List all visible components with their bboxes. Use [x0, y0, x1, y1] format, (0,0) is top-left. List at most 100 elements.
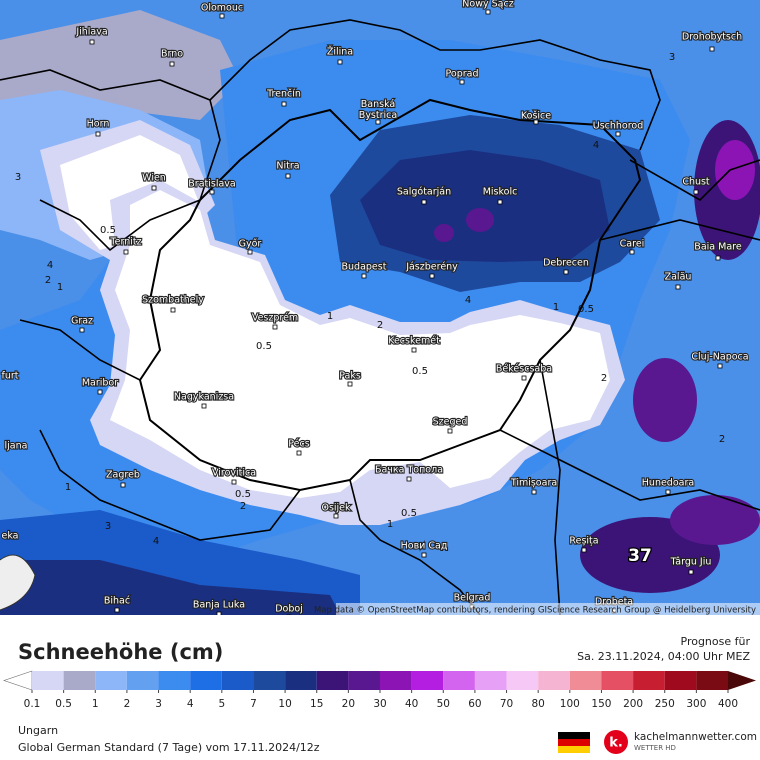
colorbar-bin [221, 671, 254, 690]
colorbar-bin [316, 671, 349, 690]
contour-label: 0.5 [100, 225, 116, 236]
city-marker [531, 489, 537, 495]
region: Ungarn [18, 724, 58, 737]
contour-label: 0.5 [412, 366, 428, 377]
city-marker [209, 189, 215, 195]
city-marker [406, 476, 412, 482]
colorbar-tick-label: 30 [373, 698, 386, 710]
max-label: 37 [628, 546, 652, 566]
city-marker [447, 428, 453, 434]
map: Olomouc Nowy Sącz Jihlava Brno Drohobytsch Ži… [0, 0, 760, 615]
city-marker [497, 199, 503, 205]
city-label: Miskolc [483, 187, 518, 198]
colorbar-bin [474, 671, 507, 690]
snow-area [670, 495, 760, 545]
city-marker [231, 479, 237, 485]
contour-label: 0.5 [235, 489, 251, 500]
city-label: Szombathely [142, 295, 204, 306]
snow-area [360, 150, 610, 262]
city-label: Maribor [82, 378, 118, 389]
city-marker [709, 46, 715, 52]
city-label: Brno [161, 49, 183, 60]
colorbar-bin [95, 671, 127, 690]
city-label: Belgrad [454, 593, 491, 604]
colorbar-bin [601, 671, 634, 690]
colorbar-bin [538, 671, 570, 690]
contour-label: 4 [593, 140, 599, 151]
city-marker [120, 482, 126, 488]
city-marker [485, 9, 491, 15]
city-marker [123, 249, 129, 255]
city-label: Žilina [327, 46, 353, 58]
contour-label: 1 [553, 302, 559, 313]
city-marker [563, 269, 569, 275]
city-marker [533, 119, 539, 125]
city-label: Budapest [342, 262, 387, 273]
contour-label: 1 [387, 519, 393, 530]
city-label: Kecskemét [388, 336, 440, 347]
colorbar-tick-label: 4 [187, 698, 194, 710]
colorbar-bin [32, 671, 64, 690]
city-marker [421, 552, 427, 558]
colorbar-bin [633, 671, 665, 690]
contour-label: 4 [153, 536, 159, 547]
contour-label: 1 [65, 482, 71, 493]
contour-label: 2 [377, 320, 383, 331]
city-marker [170, 307, 176, 313]
contour-label: 2 [601, 373, 607, 384]
city-label: Nitra [276, 161, 299, 172]
city-marker [715, 255, 721, 261]
city-label: Timișoara [510, 478, 557, 489]
city-marker [521, 375, 527, 381]
city-label: Jászberény [405, 262, 458, 273]
city-label: furt [2, 371, 19, 382]
city-marker [581, 547, 587, 553]
city-layer: Olomouc Nowy Sącz Jihlava Brno Drohobytsch Ži… [0, 0, 750, 615]
city-marker [421, 199, 427, 205]
city-label: Nowy Sącz [462, 0, 513, 10]
city-marker [95, 131, 101, 137]
colorbar-tick-label: 0.1 [24, 698, 41, 710]
city-marker [361, 273, 367, 279]
city-label: Uschhorod [593, 121, 644, 132]
city-marker [285, 173, 291, 179]
city-marker [429, 273, 435, 279]
snow-area [110, 190, 610, 498]
city-label: Graz [71, 316, 93, 327]
city-marker [615, 131, 621, 137]
colorbar-tick-label: 250 [655, 698, 675, 710]
colorbar-tick-label: 7 [250, 698, 257, 710]
colorbar-tick-label: 70 [500, 698, 513, 710]
colorbar-tick-label: 1 [92, 698, 99, 710]
forecast-label: Prognose für [681, 635, 751, 648]
colorbar-tick-label: 10 [278, 698, 291, 710]
colorbar-bin [696, 671, 728, 690]
contour-label: 3 [15, 172, 21, 183]
forecast-time: Sa. 23.11.2024, 04:00 Uhr MEZ [577, 650, 750, 663]
city-marker [286, 614, 292, 615]
city-marker [247, 249, 253, 255]
colorbar-bin [253, 671, 286, 690]
border [0, 19, 760, 615]
colorbar-over [728, 671, 756, 690]
city-label: Wien [142, 173, 166, 184]
city-marker [216, 611, 222, 615]
city-label: Нови Сад [401, 541, 448, 552]
city-marker [79, 327, 85, 333]
colorbar: 0.1 0.5 1 2 3 4 5 7 10 15 20 30 40 50 60 70 80 100 150 200 2… [3, 670, 756, 710]
city-marker [717, 363, 723, 369]
colorbar-under [3, 670, 33, 691]
city-label: Košice [521, 111, 551, 122]
city-label: Carei [620, 239, 645, 250]
city-marker [693, 189, 699, 195]
contour-label: 1 [57, 282, 63, 293]
colorbar-bin [664, 671, 697, 690]
colorbar-tick-label: 3 [155, 698, 162, 710]
contour-label: 0.5 [578, 304, 594, 315]
colorbar-tick-label: 60 [468, 698, 481, 710]
colorbar-bin [348, 671, 380, 690]
colorbar-tick-label: 2 [124, 698, 131, 710]
colorbar-bin [443, 671, 475, 690]
colorbar-bin [506, 671, 539, 690]
